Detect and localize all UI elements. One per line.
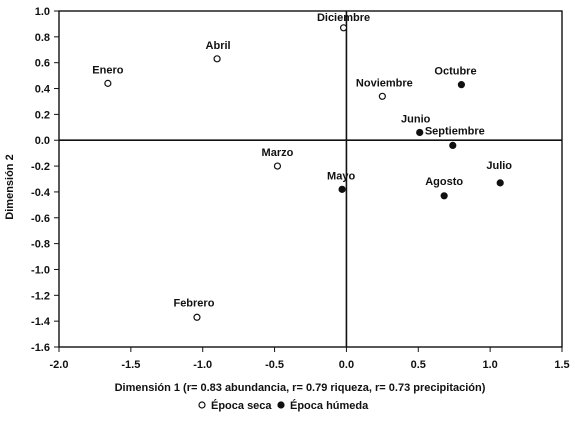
legend: Época seca Época húmeda <box>198 399 369 412</box>
dry-season-point <box>339 24 348 32</box>
y-tick-label: 0.4 <box>35 84 51 96</box>
point-label: Septiembre <box>425 125 485 137</box>
y-tick-label: -0.4 <box>31 187 51 199</box>
point-label: Enero <box>92 64 123 76</box>
y-tick-label: -0.8 <box>31 239 50 251</box>
y-axis-title: Dimensión 2 <box>4 154 16 219</box>
point-label: Febrero <box>173 297 214 309</box>
wet-season-point <box>338 185 346 193</box>
x-tick-label: -1.5 <box>121 359 140 371</box>
x-tick-label: 1.0 <box>482 359 497 371</box>
x-tick-label: 1.5 <box>554 359 569 371</box>
wet-season-point <box>457 81 465 89</box>
y-tick-label: -0.2 <box>31 161 50 173</box>
y-tick-label: 0.2 <box>35 109 50 121</box>
dry-season-point <box>193 313 201 321</box>
legend-dry-marker <box>198 401 206 409</box>
wet-season-point <box>440 192 448 200</box>
x-tick-label: -0.5 <box>265 359 284 371</box>
labels-layer: Enero Febrero Marzo Abril Diciembre Noviembre… <box>92 12 512 309</box>
legend-wet-label: Época húmeda <box>290 399 369 412</box>
reference-lines-layer <box>59 11 562 347</box>
point-label: Noviembre <box>356 77 413 89</box>
legend-dry-label: Época seca <box>211 399 272 412</box>
plot-frame-layer <box>58 10 563 348</box>
point-label: Diciembre <box>317 12 370 24</box>
y-tick-label: -1.0 <box>31 264 50 276</box>
point-label: Agosto <box>425 176 463 188</box>
y-tick-label: 1.0 <box>35 6 50 18</box>
y-tick-label: 0.8 <box>35 32 50 44</box>
x-axis-title: Dimensión 1 (r= 0.83 abundancia, r= 0.79… <box>115 382 486 394</box>
x-tick-label: -2.0 <box>50 359 69 371</box>
dry-season-point <box>104 79 112 87</box>
point-label: Junio <box>401 113 431 125</box>
points-layer <box>104 24 504 321</box>
point-label: Julio <box>486 160 512 172</box>
dry-season-point <box>213 55 221 63</box>
legend-wet-marker <box>277 401 285 409</box>
y-tick-label: -1.2 <box>31 290 50 302</box>
wet-season-point <box>449 141 457 149</box>
plot-frame <box>58 10 563 348</box>
point-label: Abril <box>206 40 231 52</box>
y-tick-label: -0.6 <box>31 213 50 225</box>
dry-season-point <box>273 162 282 170</box>
ticks-layer: -2.0 -1.5 -1.0 -0.5 0.0 0.5 1.0 1.5 1.0 0.8 0.6 0.4… <box>31 6 570 371</box>
point-label: Mayo <box>327 170 355 182</box>
y-tick-label: 0.0 <box>35 135 50 147</box>
wet-season-point <box>496 179 504 187</box>
point-label: Octubre <box>434 66 476 78</box>
y-tick-label: -1.4 <box>31 316 51 328</box>
x-tick-label: -1.0 <box>193 359 212 371</box>
wet-season-point <box>416 128 424 137</box>
x-tick-label: 0.5 <box>411 359 426 371</box>
y-tick-label: -1.6 <box>31 342 50 354</box>
y-tick-label: 0.6 <box>35 58 50 70</box>
point-label: Marzo <box>262 147 294 159</box>
x-tick-label: 0.0 <box>339 359 354 371</box>
dry-season-point <box>378 92 386 100</box>
